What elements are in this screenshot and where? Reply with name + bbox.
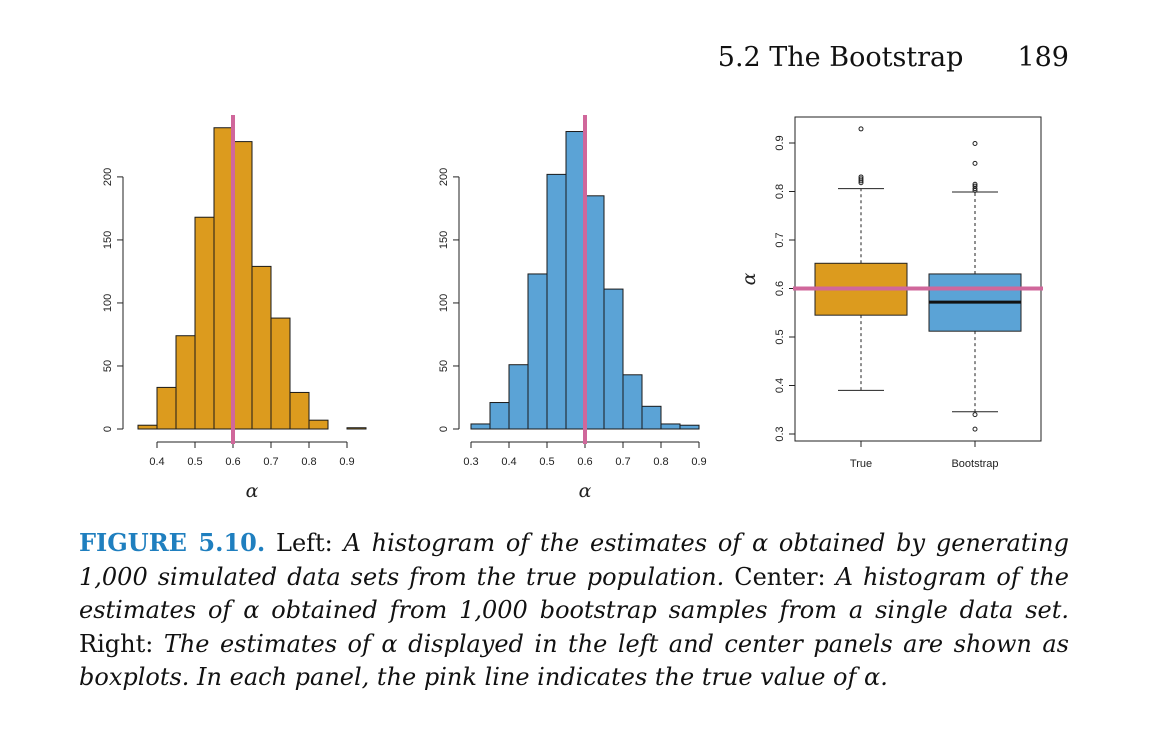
outlier-point	[858, 174, 864, 180]
histogram-bar	[232, 141, 253, 430]
x-tick-label: 0.6	[577, 456, 592, 468]
x-tick-label: 0.4	[501, 456, 516, 468]
caption-center-text: A histogram of the estimates of α obtain…	[79, 562, 1069, 625]
histogram-bar	[603, 288, 624, 430]
histogram-bar	[175, 335, 196, 430]
x-tick-label: True	[850, 458, 872, 470]
figure-caption: FIGURE 5.10. Left: A histogram of the es…	[79, 526, 1069, 695]
caption-left-word: Left:	[276, 529, 333, 557]
caption-center-word: Center:	[734, 562, 826, 591]
y-tick-label: 0.8	[774, 184, 786, 199]
caption-left-text: A histogram of the estimates of α obtain…	[79, 529, 1069, 591]
histogram-bar	[489, 402, 510, 430]
x-tick-label: 0.5	[187, 456, 202, 468]
histogram-bar	[213, 127, 234, 430]
caption-right-text: The estimates of α displayed in the left…	[79, 629, 1069, 692]
y-tick-label: 150	[438, 231, 450, 249]
x-tick-label: 0.9	[691, 456, 706, 468]
y-tick-label: 100	[438, 294, 450, 312]
y-tick-label: 50	[438, 360, 450, 372]
x-tick-label: 0.5	[539, 456, 554, 468]
right-boxplot-panel: True Bootstrap 0.3 0.4 0.5 0.6 0.7 0.8 0.9 α	[738, 116, 1043, 470]
y-tick-label: 0.9	[774, 135, 786, 150]
histogram-bar	[346, 427, 367, 430]
y-tick-label: 0	[438, 426, 450, 432]
histogram-bar	[470, 423, 491, 430]
histogram-bar	[508, 364, 529, 430]
histogram-bar	[251, 265, 272, 430]
histogram-bar	[679, 424, 700, 430]
y-tick-label: 0.4	[774, 378, 786, 393]
y-tick-label: 100	[102, 294, 114, 312]
outlier-point	[972, 160, 978, 166]
outlier-point	[972, 181, 978, 187]
section-title: 5.2 The Bootstrap	[717, 42, 964, 73]
histogram-bar	[527, 273, 548, 430]
y-tick-label: 0.5	[774, 329, 786, 344]
outlier-point	[972, 426, 978, 432]
y-tick-label: 200	[102, 168, 114, 186]
y-tick-label: 50	[102, 360, 114, 372]
plot-frame	[794, 116, 1042, 442]
caption-right-word: Right:	[79, 629, 154, 658]
page-number: 189	[1017, 42, 1069, 73]
x-tick-label: 0.8	[653, 456, 668, 468]
x-axis-label: α	[246, 480, 259, 502]
x-tick-label: 0.7	[263, 456, 278, 468]
outlier-point	[972, 140, 978, 146]
histogram-bar	[641, 405, 662, 430]
histogram-bar	[137, 424, 158, 430]
outlier-point	[972, 412, 978, 418]
x-tick-label: 0.6	[225, 456, 240, 468]
x-tick-label: 0.9	[339, 456, 354, 468]
histogram-bar	[584, 195, 605, 430]
x-tick-label: Bootstrap	[951, 458, 998, 470]
y-tick-label: 0.7	[774, 232, 786, 247]
figure-label: FIGURE 5.10.	[79, 528, 266, 557]
y-tick-label: 150	[102, 231, 114, 249]
x-tick-label: 0.7	[615, 456, 630, 468]
y-tick-label: 0.6	[774, 281, 786, 296]
histogram-bar	[289, 391, 310, 430]
histogram-bar	[308, 419, 329, 430]
y-tick-label: 200	[438, 168, 450, 186]
histogram-bar	[622, 374, 643, 430]
histogram-bar	[546, 173, 567, 430]
histogram-bar	[156, 386, 177, 430]
x-tick-label: 0.4	[149, 456, 164, 468]
outlier-point	[972, 183, 978, 189]
outlier-point	[858, 176, 864, 182]
outlier-point	[858, 126, 864, 132]
histogram-bar	[565, 131, 586, 430]
y-axis-label: α	[738, 272, 760, 285]
y-tick-label: 0	[102, 426, 114, 432]
x-tick-label: 0.3	[463, 456, 478, 468]
y-tick-label: 0.3	[774, 426, 786, 441]
x-axis-label: α	[579, 480, 592, 502]
histogram-bar	[660, 423, 681, 430]
left-histogram-panel: 0.4 0.5 0.6 0.7 0.8 0.9 α 0 50 100 150 200	[102, 115, 367, 502]
running-head: 5.2 The Bootstrap 189	[0, 42, 1069, 73]
x-tick-label: 0.8	[301, 456, 316, 468]
histogram-bar	[194, 216, 215, 430]
center-histogram-panel: 0.3 0.4 0.5 0.6 0.7 0.8 0.9 α 0 50 100 150 200	[438, 115, 707, 502]
histogram-bar	[270, 317, 291, 430]
